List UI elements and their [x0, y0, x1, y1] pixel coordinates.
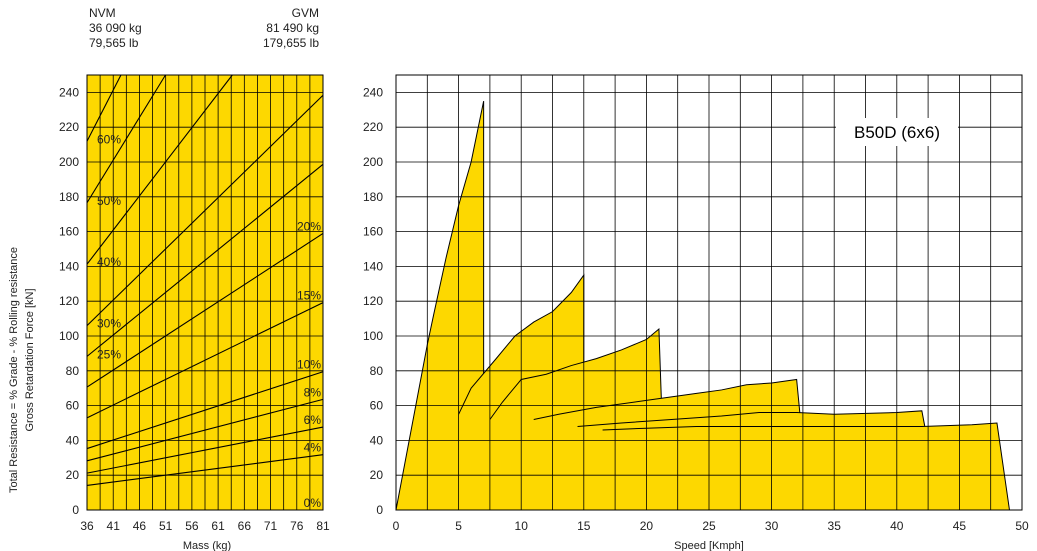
retardation-curve	[602, 422, 1010, 511]
retardation-x-tick-label: 15	[577, 519, 591, 533]
grade-line-label: 8%	[304, 385, 322, 399]
grade-line-label: 10%	[297, 358, 321, 372]
grade-chart-ylabel-1: Total Resistance = % Grade - % Rolling r…	[8, 247, 20, 493]
grade-line	[86, 426, 324, 474]
retardation-x-tick-label: 10	[515, 519, 529, 533]
grade-line-label: 0%	[304, 496, 322, 510]
grade-line	[86, 398, 324, 462]
chart-title-background	[836, 118, 958, 146]
retardation-y-tick-label: 240	[363, 85, 383, 99]
retardation-chart-frame	[395, 74, 1023, 511]
grade-x-tick-label: 36	[80, 519, 94, 533]
retardation-chart: 0 5 10 15 20 25 30 35 40 45 50 0 20 40 60 80 100 120 140 16…	[363, 74, 1029, 533]
grade-line	[86, 94, 324, 327]
retardation-x-tick-label: 45	[953, 519, 967, 533]
grade-line-label: 50%	[97, 194, 121, 208]
grade-line-label: 15%	[297, 289, 321, 303]
grade-y-tick-label: 220	[59, 120, 79, 134]
grade-y-tick-label: 180	[59, 190, 79, 204]
grade-y-tick-label: 240	[59, 85, 79, 99]
grade-line-label: 30%	[97, 317, 121, 331]
grade-chart-ticks: 36 41 46 51 56 61 66 71 76 81 0 20 40 60 80 100 120 140 16…	[59, 85, 330, 533]
grade-x-tick-label: 51	[159, 519, 173, 533]
grade-x-tick-label: 41	[107, 519, 121, 533]
grade-line	[86, 233, 324, 388]
grade-line-label: 6%	[304, 413, 322, 427]
grade-y-tick-label: 160	[59, 225, 79, 239]
retardation-y-tick-label: 220	[363, 120, 383, 134]
nvm-lb: 79,565 lb	[89, 36, 139, 50]
grade-chart-frame	[86, 74, 324, 511]
grade-x-tick-label: 71	[264, 519, 278, 533]
grade-line-label: 25%	[97, 347, 121, 361]
retardation-y-tick-label: 140	[363, 259, 383, 273]
retardation-x-tick-label: 40	[890, 519, 904, 533]
retardation-chart-ticks: 0 5 10 15 20 25 30 35 40 45 50 0 20 40 60 80 100 120 140 16…	[363, 85, 1029, 533]
grade-line	[86, 74, 166, 204]
grade-y-tick-label: 60	[66, 399, 80, 413]
grade-line-label: 40%	[97, 255, 121, 269]
grade-line-label: 60%	[97, 132, 121, 146]
retardation-x-tick-label: 20	[640, 519, 654, 533]
grade-line	[86, 74, 233, 265]
retardation-x-tick-label: 25	[702, 519, 716, 533]
retardation-chart-xlabel: Speed [Kmph]	[674, 540, 744, 551]
grade-y-tick-label: 40	[66, 433, 80, 447]
grade-lines: 0% 4% 6% 8% 10% 15% 20% 25% 30% 40% 50% 60%	[86, 74, 324, 511]
grade-x-tick-label: 56	[185, 519, 199, 533]
retardation-x-tick-label: 5	[455, 519, 462, 533]
retardation-curve	[458, 273, 585, 510]
nvm-label: NVM	[89, 6, 116, 20]
retardation-area	[602, 423, 1010, 510]
grade-x-tick-label: 81	[316, 519, 330, 533]
grade-y-tick-label: 80	[66, 364, 80, 378]
retardation-y-tick-label: 60	[370, 399, 384, 413]
grade-x-tick-label: 66	[238, 519, 252, 533]
nvm-kg: 36 090 kg	[89, 21, 142, 35]
grade-y-tick-label: 200	[59, 155, 79, 169]
grade-y-tick-label: 100	[59, 329, 79, 343]
retardation-y-tick-label: 20	[370, 468, 384, 482]
grade-x-tick-label: 76	[290, 519, 304, 533]
retardation-y-tick-label: 160	[363, 225, 383, 239]
grade-line	[86, 163, 324, 357]
gvm-lb: 179,655 lb	[263, 36, 319, 50]
grade-line	[86, 74, 122, 142]
grade-line	[86, 302, 324, 419]
retardation-x-tick-label: 50	[1015, 519, 1029, 533]
retardation-x-tick-label: 35	[828, 519, 842, 533]
grade-x-tick-label: 46	[133, 519, 147, 533]
retardation-y-tick-label: 120	[363, 294, 383, 308]
grade-line-label: 20%	[297, 219, 321, 233]
grade-chart: 0% 4% 6% 8% 10% 15% 20% 25% 30% 40% 50% 60% 36 41 46 5…	[59, 74, 330, 533]
retardation-y-tick-label: 80	[370, 364, 384, 378]
retardation-x-tick-label: 30	[765, 519, 779, 533]
grade-y-tick-label: 20	[66, 468, 80, 482]
chart-title: B50D (6x6)	[854, 123, 940, 142]
grade-chart-xlabel: Mass (kg)	[183, 540, 231, 551]
grade-line	[86, 454, 324, 486]
grade-line-label: 4%	[304, 441, 322, 455]
retardation-y-tick-label: 100	[363, 329, 383, 343]
gvm-label: GVM	[292, 6, 319, 20]
retardation-x-tick-label: 0	[393, 519, 400, 533]
grade-y-tick-label: 120	[59, 294, 79, 308]
grade-y-tick-label: 140	[59, 259, 79, 273]
grade-y-tick-label: 0	[72, 503, 79, 517]
grade-chart-ylabel-2: Gross Retardation Force [kN]	[24, 288, 36, 431]
grade-line	[86, 371, 324, 450]
retardation-y-tick-label: 180	[363, 190, 383, 204]
retardation-y-tick-label: 0	[376, 503, 383, 517]
retardation-y-tick-label: 40	[370, 433, 384, 447]
grade-x-tick-label: 61	[211, 519, 225, 533]
retardation-y-tick-label: 200	[363, 155, 383, 169]
gvm-kg: 81 490 kg	[266, 21, 319, 35]
